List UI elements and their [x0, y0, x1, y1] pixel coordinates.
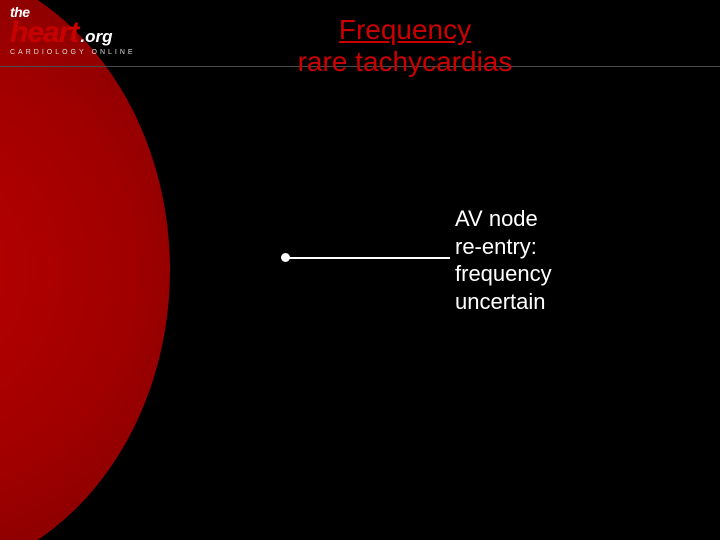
title-line-2: rare tachycardias — [298, 46, 513, 77]
logo-main: heart .org — [10, 16, 220, 50]
leader-line — [285, 257, 450, 259]
annotation-line-3: frequency — [455, 261, 552, 286]
logo-org-text: .org — [80, 27, 112, 47]
annotation-text: AV node re-entry: frequency uncertain — [455, 205, 625, 315]
annotation-line-1: AV node — [455, 206, 538, 231]
slide: the heart .org CARDIOLOGY ONLINE Frequen… — [0, 0, 720, 540]
logo: the heart .org CARDIOLOGY ONLINE — [10, 4, 220, 64]
title-line-1: Frequency — [339, 14, 471, 45]
annotation-line-2: re-entry: — [455, 234, 537, 259]
logo-tagline: CARDIOLOGY ONLINE — [10, 49, 220, 56]
slide-title: Frequency rare tachycardias — [240, 14, 570, 78]
annotation-line-4: uncertain — [455, 289, 546, 314]
background-circle — [0, 0, 170, 540]
logo-heart-text: heart — [10, 16, 78, 50]
